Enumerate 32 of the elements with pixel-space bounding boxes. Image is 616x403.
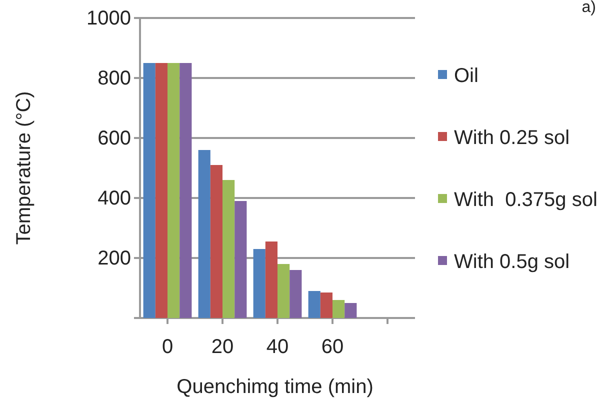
legend-label: With 0.375g sol <box>454 189 598 211</box>
x-tick-label: 0 <box>162 336 174 358</box>
legend-label: Oil <box>454 65 478 87</box>
text: a) <box>582 0 596 16</box>
y-tick-label: 1000 <box>86 7 131 30</box>
bar <box>168 63 180 318</box>
bar <box>155 63 168 318</box>
bar <box>222 180 235 318</box>
legend-label: With 0.5g sol <box>454 251 570 273</box>
y-axis-title: Temperature (°C) <box>13 91 35 245</box>
legend-label: With 0.25 sol <box>454 127 570 149</box>
bar <box>234 201 247 318</box>
bar <box>320 292 332 318</box>
x-tick-label: 60 <box>321 336 344 358</box>
bar <box>344 303 357 318</box>
x-tick-label: 20 <box>211 336 234 358</box>
bar <box>332 300 345 318</box>
bar <box>278 264 290 318</box>
y-tick-label: 800 <box>98 67 131 90</box>
bar <box>253 249 266 318</box>
bar <box>210 165 222 318</box>
bar <box>265 242 278 318</box>
bar <box>143 63 156 318</box>
y-tick-label: 600 <box>98 127 131 150</box>
x-tick-label: 40 <box>266 336 289 358</box>
x-axis-title: Quenchimg time (min) <box>176 376 374 398</box>
bar <box>290 270 302 318</box>
bar <box>180 63 192 318</box>
bar <box>308 291 320 318</box>
bar <box>198 150 210 318</box>
y-tick-label: 200 <box>98 247 131 270</box>
y-tick-label: 400 <box>98 187 131 210</box>
